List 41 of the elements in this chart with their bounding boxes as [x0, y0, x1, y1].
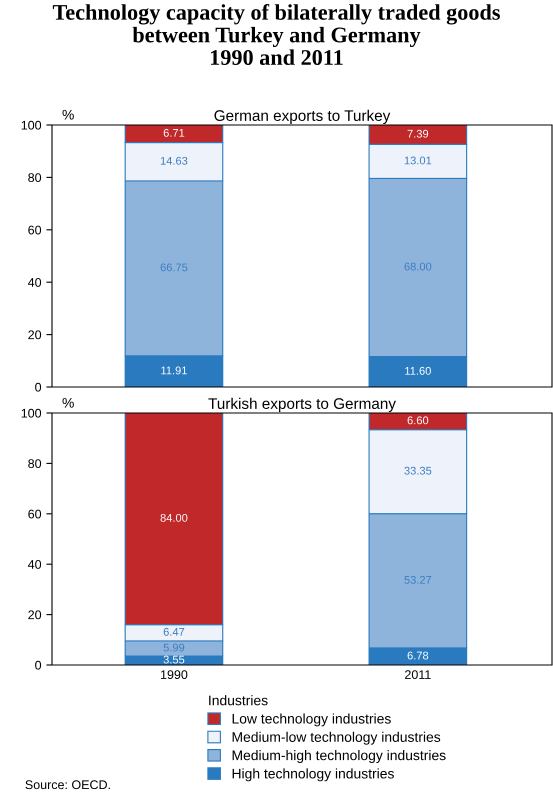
data-label: 66.75	[160, 263, 188, 272]
data-label: 14.63	[160, 156, 188, 165]
y-axis-title: %	[62, 398, 74, 408]
x-tick-label: 2011	[405, 670, 431, 680]
y-tick-label: 80	[28, 173, 42, 182]
data-label: 33.35	[404, 466, 432, 475]
y-tick-label: 40	[28, 560, 42, 569]
y-tick-label: 100	[22, 408, 42, 418]
y-tick-label: 60	[28, 510, 42, 518]
data-label: 11.91	[161, 366, 187, 374]
legend-label: Medium-high technology industries	[232, 750, 446, 763]
legend-label: High technology industries	[232, 768, 394, 782]
y-axis-title: %	[62, 110, 74, 120]
y-tick-label: 100	[22, 120, 42, 130]
chart-subtitle: Turkish exports to Germany	[208, 398, 396, 412]
data-label: 84.00	[160, 514, 188, 522]
legend-title: Industries	[209, 695, 268, 706]
y-tick-label: 60	[28, 226, 42, 234]
data-label: 53.27	[404, 576, 432, 584]
y-tick-label: 40	[28, 278, 42, 287]
y-tick-label: 20	[28, 330, 42, 340]
data-label: 5.99	[164, 644, 184, 652]
chart-title: Technology capacity of bilaterally traded goods between Turkey and Germany 1990 and 2011	[52, 4, 500, 65]
data-label: 11.60	[405, 366, 431, 375]
data-label: 6.78	[408, 652, 428, 660]
data-label: 6.60	[408, 416, 428, 424]
data-label: 7.39	[408, 130, 428, 138]
legend-label: Low technology industries	[232, 713, 391, 726]
x-tick-label: 1990	[161, 670, 188, 680]
data-label: 6.47	[164, 628, 184, 636]
source-note: Source: OECD.	[25, 780, 110, 790]
legend-label: Medium-low technology industries	[232, 732, 440, 745]
y-tick-label: 0	[35, 382, 42, 392]
chart-subtitle: German exports to Turkey	[214, 110, 390, 124]
data-label: 6.71	[164, 128, 184, 137]
y-tick-label: 80	[28, 459, 42, 468]
data-label: 3.55	[164, 656, 184, 664]
y-tick-label: 0	[35, 660, 42, 670]
data-label: 13.01	[404, 156, 432, 164]
data-label: 68.00	[404, 262, 432, 271]
y-tick-label: 20	[28, 610, 42, 620]
